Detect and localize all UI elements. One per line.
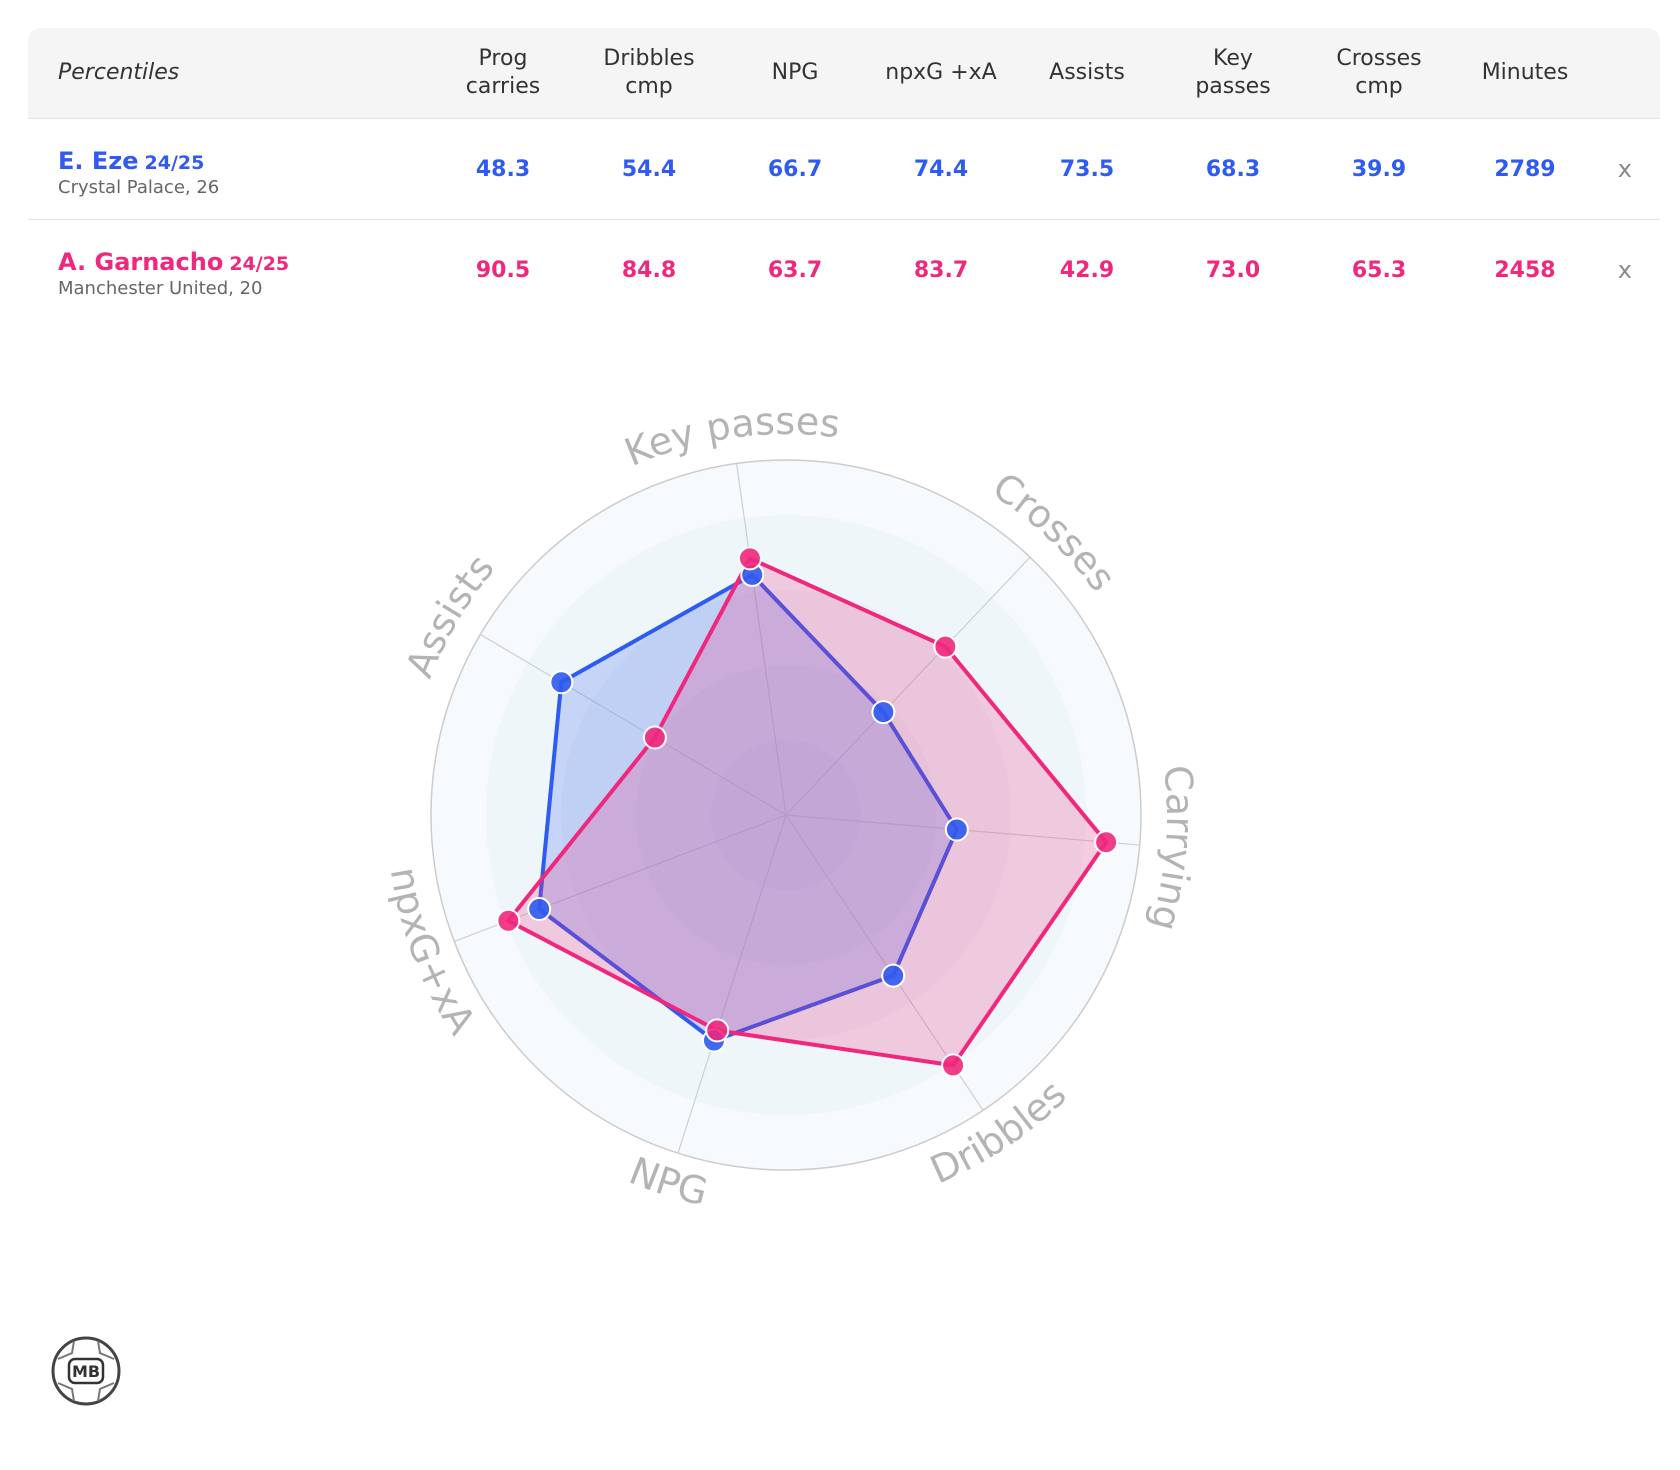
radar-point[interactable]: [1094, 830, 1119, 855]
radar-spoke: [677, 814, 787, 1154]
remove-player-button[interactable]: x: [1617, 256, 1632, 284]
radar-chart: Key passesCrossesCarryingDribblesNPGnpxG…: [382, 399, 1202, 1214]
remove-player-button[interactable]: x: [1617, 155, 1632, 183]
percentiles-label: Percentiles: [58, 60, 180, 85]
stat-value: 42.9: [1059, 257, 1115, 283]
table-header: Percentiles Prog carries Dribbles cmp NPG n…: [28, 28, 1660, 119]
radar-series-area: [506, 556, 1109, 1068]
radar-spoke: [480, 633, 787, 816]
radar-point[interactable]: [642, 725, 667, 750]
radar-point[interactable]: [549, 670, 574, 695]
column-header: Dribbles cmp: [603, 46, 695, 99]
stat-value: 65.3: [1351, 257, 1407, 283]
column-header: Crosses cmp: [1336, 46, 1422, 99]
stat-value: 90.5: [475, 257, 531, 283]
stat-value: 2458: [1494, 257, 1556, 283]
column-header: Minutes: [1481, 60, 1569, 85]
table-row: A. Garnacho 24/25 Manchester United, 20 90.…: [28, 220, 1660, 320]
column-header: Key passes: [1195, 46, 1271, 99]
stat-value: 74.4: [913, 156, 969, 182]
stat-value: 2789: [1494, 156, 1556, 182]
column-header: NPG: [771, 60, 819, 85]
radar-point[interactable]: [871, 700, 896, 725]
player-name-text: A. Garnacho: [58, 248, 224, 276]
radar-point[interactable]: [496, 908, 521, 933]
radar-point[interactable]: [941, 1053, 966, 1078]
radar-point[interactable]: [933, 634, 958, 659]
radar-spoke: [785, 556, 1031, 816]
radar-point[interactable]: [705, 1018, 730, 1043]
player-name-text: E. Eze: [58, 147, 139, 175]
column-header: Prog carries: [465, 46, 541, 99]
percentiles-table: Percentiles Prog carries Dribbles cmp NPG n…: [28, 28, 1660, 320]
radar-series-area: [537, 572, 959, 1043]
stat-value: 66.7: [767, 156, 823, 182]
stat-value: 73.5: [1059, 156, 1115, 182]
column-header: npxG +xA: [885, 60, 997, 85]
radar-spoke: [735, 463, 787, 816]
logo-text: MB: [72, 1362, 100, 1381]
stat-value: 84.8: [621, 257, 677, 283]
stat-value: 68.3: [1205, 156, 1261, 182]
player-name[interactable]: A. Garnacho 24/25: [58, 248, 289, 276]
stat-value: 83.7: [913, 257, 969, 283]
radar-point[interactable]: [527, 897, 552, 922]
player-season: 24/25: [229, 253, 290, 275]
radar-point[interactable]: [737, 546, 762, 571]
player-meta: Crystal Palace, 26: [58, 177, 220, 198]
stat-value: 73.0: [1205, 257, 1261, 283]
player-name[interactable]: E. Eze 24/25: [58, 147, 204, 175]
stat-value: 48.3: [475, 156, 531, 182]
column-header: Assists: [1049, 60, 1125, 85]
mb-logo: MB: [51, 1336, 121, 1406]
radar-point[interactable]: [944, 817, 969, 842]
player-season: 24/25: [144, 152, 205, 174]
radar-point[interactable]: [881, 963, 906, 988]
table-body: E. Eze 24/25 Crystal Palace, 26 48.3 54.4 66.…: [28, 119, 1660, 320]
player-meta: Manchester United, 20: [58, 278, 263, 299]
stat-value: 54.4: [621, 156, 677, 182]
table-row: E. Eze 24/25 Crystal Palace, 26 48.3 54.4 66.…: [28, 119, 1660, 220]
radar-axis-label: Carrying: [1142, 763, 1202, 935]
stat-value: 39.9: [1351, 156, 1407, 182]
stat-value: 63.7: [767, 257, 823, 283]
